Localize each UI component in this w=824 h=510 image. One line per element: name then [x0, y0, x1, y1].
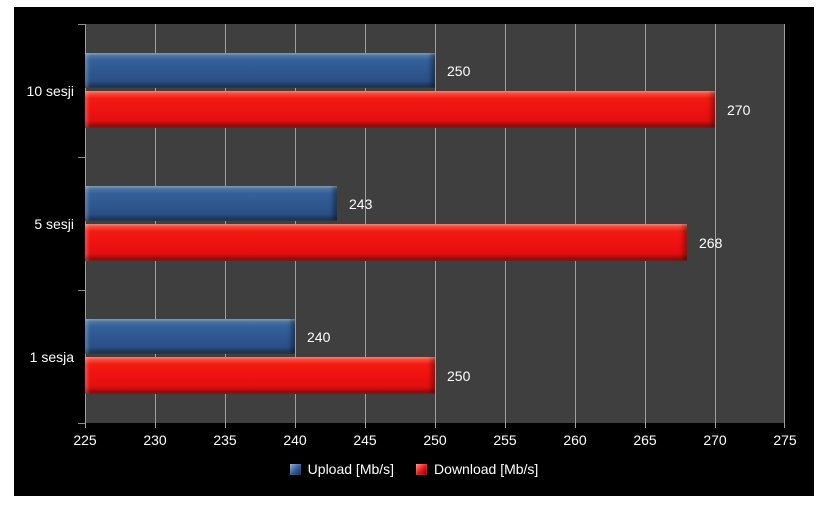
x-tick-label: 240 — [283, 432, 307, 448]
legend-marker-upload-icon — [289, 463, 301, 475]
data-label: 270 — [727, 102, 751, 118]
bar-download — [85, 91, 715, 128]
chart-area: 250 270 243 268 240 250 225 230 235 240 245 250 255… — [14, 7, 814, 496]
legend: Upload [Mb/s] Download [Mb/s] — [14, 459, 814, 479]
x-tick-label: 255 — [493, 432, 517, 448]
x-tick-label: 245 — [353, 432, 377, 448]
data-label: 250 — [447, 63, 471, 79]
x-tick-label: 235 — [213, 432, 237, 448]
x-tick-label: 270 — [703, 432, 727, 448]
gridline — [155, 24, 156, 423]
gridline — [645, 24, 646, 423]
x-tick-label: 230 — [143, 432, 167, 448]
legend-item: Upload [Mb/s] — [289, 461, 395, 477]
gridline — [225, 24, 226, 423]
data-label: 268 — [699, 235, 723, 251]
gridline — [575, 24, 576, 423]
x-axis-tick — [225, 423, 226, 428]
x-tick-label: 225 — [73, 432, 97, 448]
gridline — [85, 24, 86, 423]
x-axis-tick — [155, 423, 156, 428]
plot-area: 250 270 243 268 240 250 — [85, 24, 785, 423]
x-tick-label: 265 — [633, 432, 657, 448]
x-axis-tick — [784, 423, 785, 428]
x-axis-tick — [295, 423, 296, 428]
legend-label: Download [Mb/s] — [434, 461, 539, 477]
x-tick-label: 275 — [773, 432, 797, 448]
x-axis-tick — [645, 423, 646, 428]
x-axis-tick — [435, 423, 436, 428]
x-tick-label: 260 — [563, 432, 587, 448]
gridline — [715, 24, 716, 423]
data-label: 240 — [307, 329, 331, 345]
legend-marker-download-icon — [416, 463, 428, 475]
gridline — [505, 24, 506, 423]
x-tick-label: 250 — [423, 432, 447, 448]
y-axis-tick — [78, 157, 85, 158]
x-axis-tick — [85, 423, 86, 428]
x-axis-tick — [365, 423, 366, 428]
data-label: 250 — [447, 368, 471, 384]
bar-upload — [85, 319, 295, 354]
y-axis-tick — [78, 290, 85, 291]
gridline — [435, 24, 436, 423]
gridline — [784, 24, 785, 423]
bar-download — [85, 357, 435, 394]
y-axis-tick — [78, 423, 85, 424]
bar-download — [85, 224, 687, 261]
legend-item: Download [Mb/s] — [416, 461, 538, 477]
legend-label: Upload [Mb/s] — [307, 461, 395, 477]
category-label: 1 sesja — [29, 349, 74, 365]
x-axis-tick — [575, 423, 576, 428]
gridline — [295, 24, 296, 423]
x-axis-tick — [505, 423, 506, 428]
gridline — [365, 24, 366, 423]
bar-upload — [85, 53, 435, 88]
data-label: 243 — [349, 196, 373, 212]
bar-upload — [85, 186, 337, 221]
x-axis-tick — [715, 423, 716, 428]
category-label: 10 sesji — [26, 83, 74, 99]
category-label: 5 sesji — [34, 216, 74, 232]
y-axis-tick — [78, 24, 85, 25]
